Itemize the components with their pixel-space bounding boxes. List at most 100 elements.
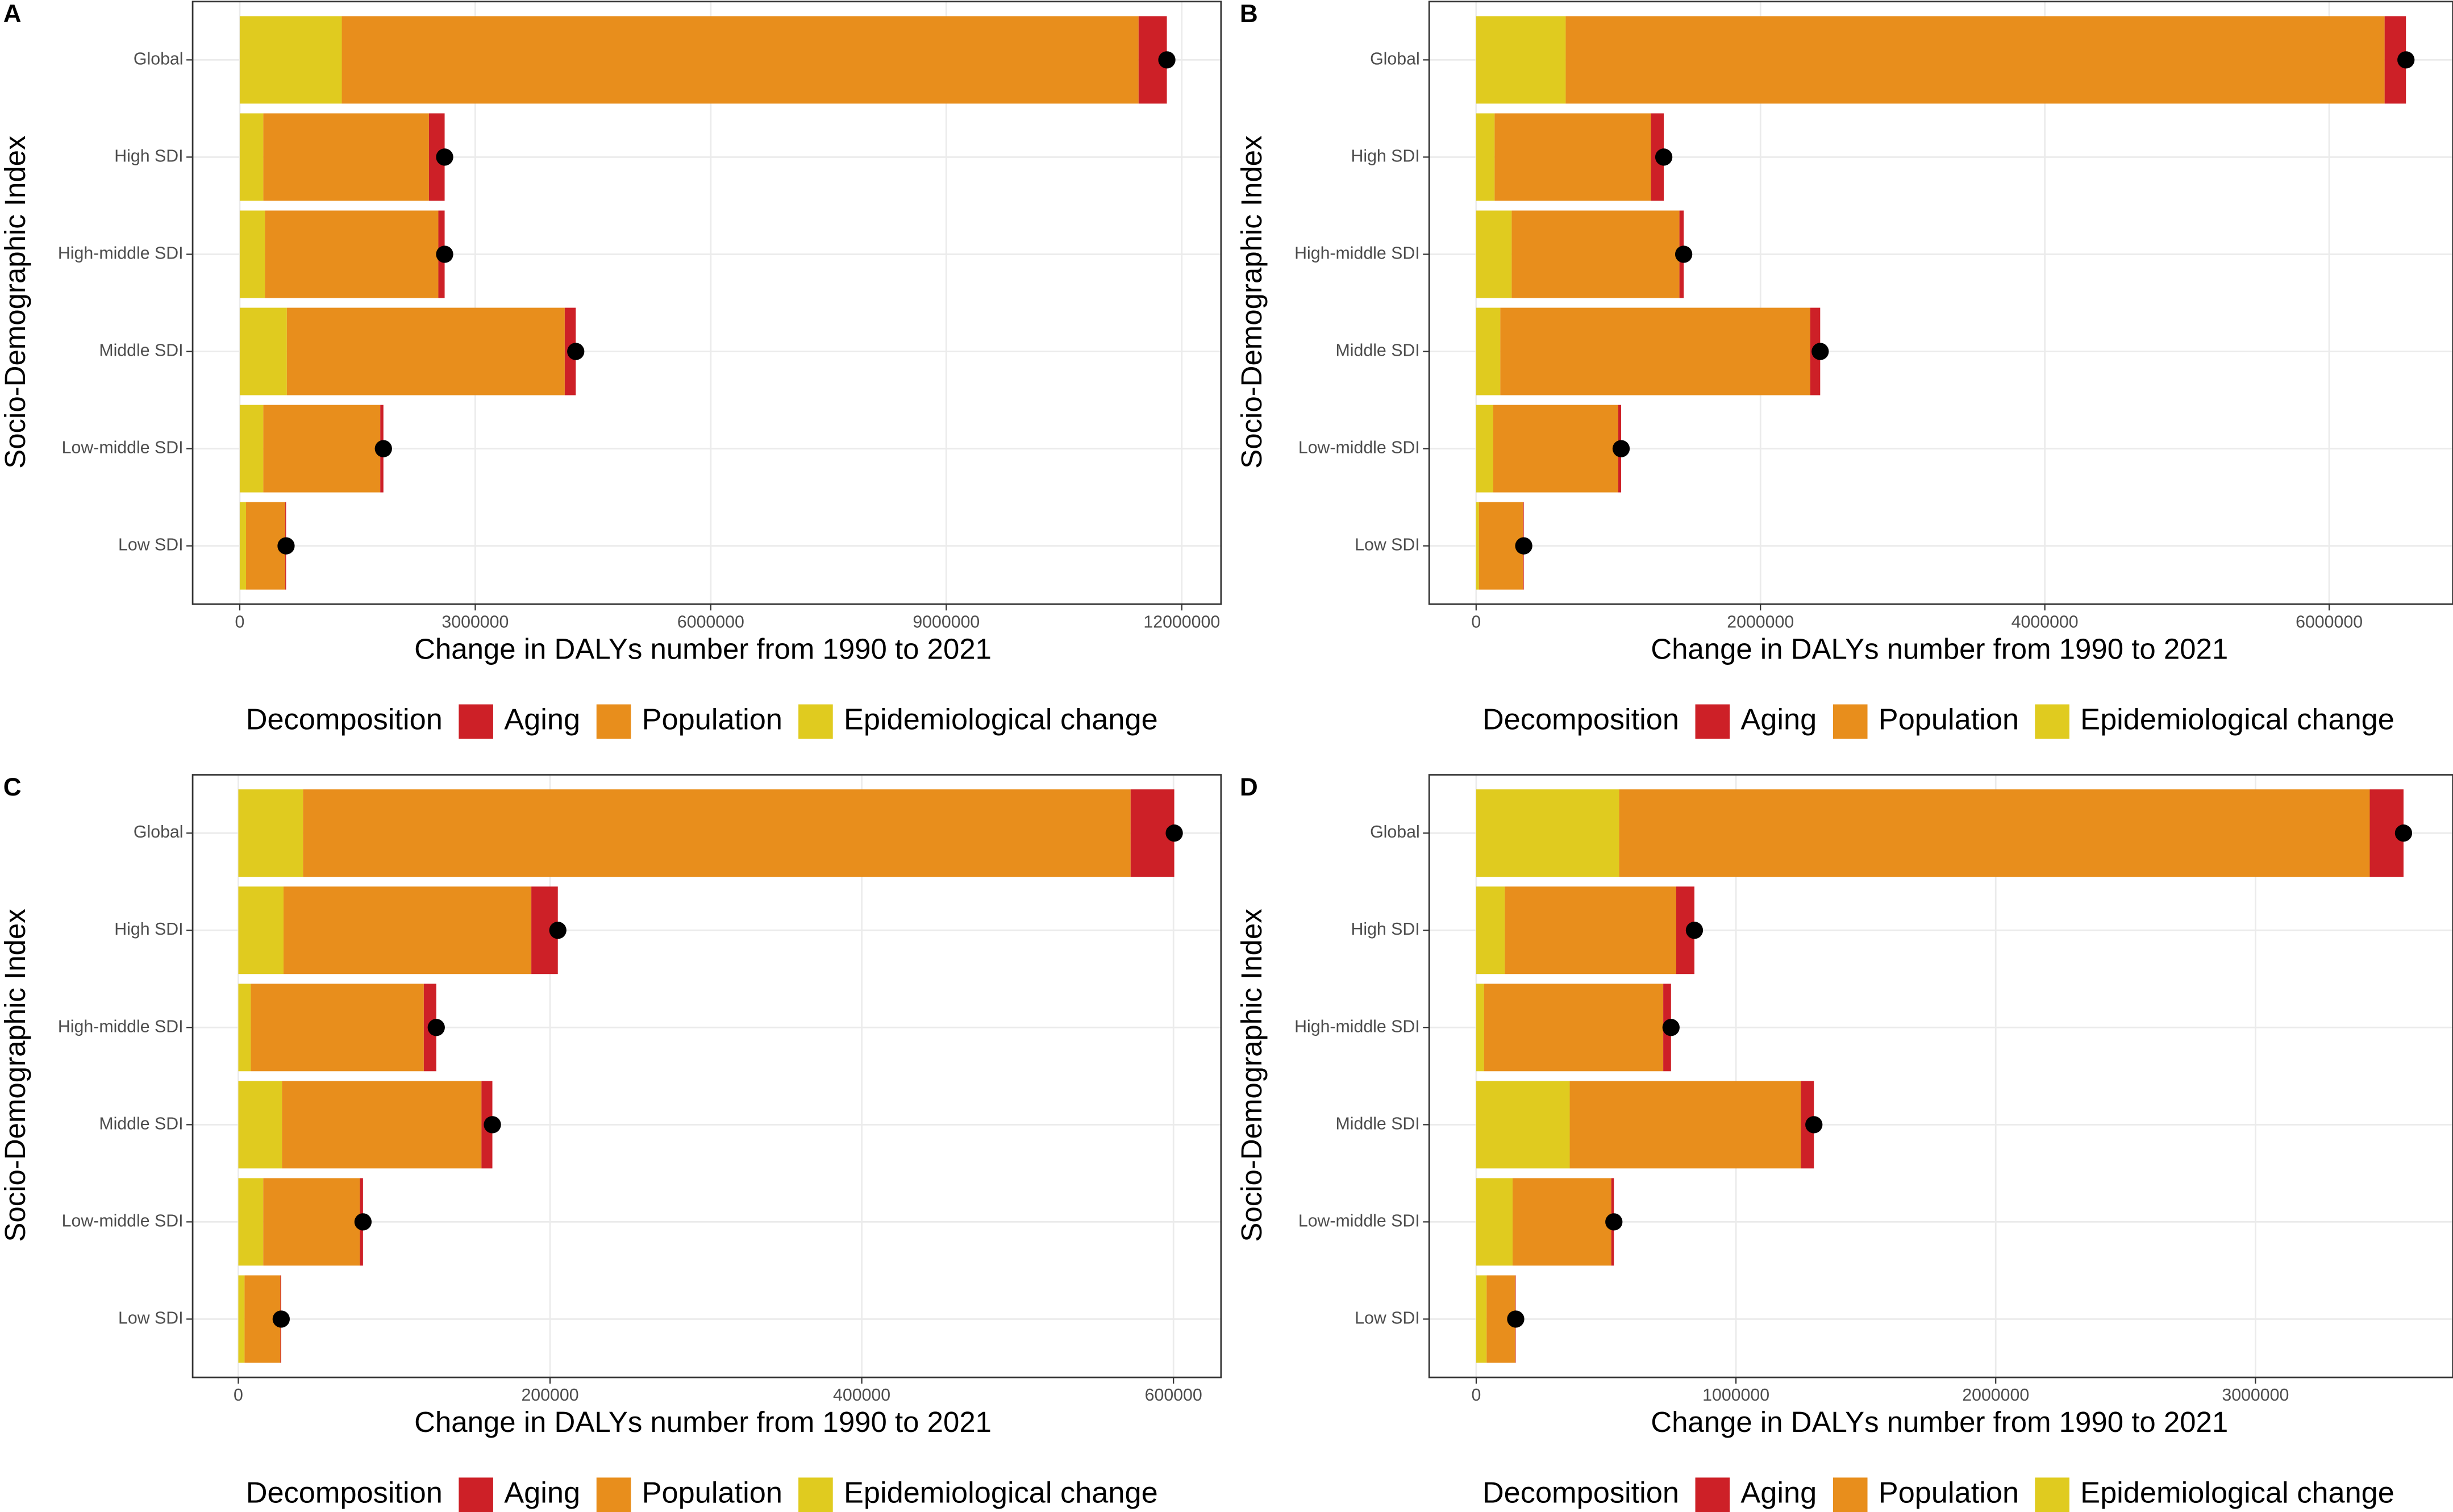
legend-swatch	[1695, 704, 1730, 739]
x-tick-label: 0	[1471, 613, 1481, 631]
y-axis-title: Socio-Demographic Index	[0, 136, 31, 469]
y-tick-label: Middle SDI	[1336, 341, 1420, 360]
total-dot	[1662, 1019, 1680, 1036]
y-tick-label: Low SDI	[118, 1309, 184, 1327]
legend-label: Aging	[1740, 1477, 1817, 1510]
total-dot	[272, 1310, 290, 1328]
bar-segment	[1505, 886, 1676, 974]
y-tick-label: High-middle SDI	[58, 1017, 184, 1036]
legend-swatch	[2035, 1477, 2069, 1512]
bar-segment	[1565, 16, 2385, 104]
bar-segment	[1476, 886, 1505, 974]
legend-title: Decomposition	[1482, 703, 1679, 736]
y-tick-label: Global	[1370, 49, 1420, 68]
legend-swatch	[596, 1477, 631, 1512]
bar-segment	[1476, 1178, 1513, 1266]
bar-segment	[239, 210, 265, 298]
legend-label: Population	[642, 1477, 782, 1510]
total-dot	[484, 1116, 501, 1134]
legend-swatch	[798, 1477, 833, 1512]
y-axis-title: Socio-Demographic Index	[0, 909, 31, 1242]
total-dot	[1675, 245, 1693, 263]
bar-segment	[1476, 16, 1566, 104]
x-tick-label: 0	[1472, 1386, 1481, 1405]
bar-segment	[1476, 984, 1484, 1072]
x-axis-title: Change in DALYs number from 1990 to 2021	[414, 1406, 992, 1438]
y-tick-label: Low SDI	[1355, 536, 1420, 555]
bar-segment	[1476, 307, 1501, 395]
x-tick-label: 2000000	[1962, 1386, 2029, 1405]
total-dot	[1811, 343, 1829, 360]
legend-swatch	[1833, 1477, 1868, 1512]
bar-segment	[1569, 1081, 1801, 1169]
y-tick-label: High-middle SDI	[1294, 244, 1420, 263]
total-dot	[1158, 51, 1176, 69]
bar-segment	[238, 789, 303, 877]
x-axis-title: Change in DALYs number from 1990 to 2021	[1651, 1406, 2228, 1438]
total-dot	[2394, 824, 2413, 842]
total-dot	[277, 537, 295, 555]
legend-label: Aging	[1740, 703, 1817, 736]
total-dot	[1612, 440, 1630, 457]
legend-title: Decomposition	[1482, 1477, 1679, 1510]
bar-segment	[341, 16, 1139, 104]
total-dot	[567, 343, 585, 360]
bar-segment	[239, 16, 342, 104]
panel-label: C	[3, 773, 22, 801]
bar-segment	[238, 1081, 282, 1169]
bar-segment	[239, 502, 246, 590]
panel-label: D	[1240, 773, 1258, 801]
total-dot	[427, 1019, 445, 1036]
bar-segment	[239, 405, 264, 493]
y-tick-label: Middle SDI	[1336, 1114, 1420, 1133]
y-tick-label: Low-middle SDI	[62, 1211, 184, 1230]
y-tick-label: Low SDI	[118, 536, 184, 555]
legend-label: Aging	[504, 1477, 580, 1510]
bar-segment	[238, 984, 251, 1072]
bar-segment	[263, 405, 381, 493]
y-tick-label: Low-middle SDI	[1298, 439, 1420, 457]
legend-swatch	[1833, 704, 1868, 739]
panel-label: A	[3, 0, 22, 28]
total-dot	[549, 922, 567, 939]
total-dot	[436, 245, 453, 263]
legend-label: Aging	[504, 703, 580, 736]
y-tick-label: Middle SDI	[99, 1114, 183, 1133]
total-dot	[2397, 51, 2415, 69]
total-dot	[374, 440, 392, 457]
total-dot	[1515, 537, 1532, 555]
bar-segment	[238, 1178, 264, 1266]
y-axis-title: Socio-Demographic Index	[1235, 909, 1268, 1242]
total-dot	[1655, 148, 1673, 166]
bar-segment	[283, 886, 532, 974]
y-tick-label: High-middle SDI	[58, 244, 184, 263]
x-axis-title: Change in DALYs number from 1990 to 2021	[414, 632, 992, 665]
x-tick-label: 3000000	[2222, 1386, 2289, 1405]
bar-segment	[1476, 113, 1495, 201]
x-tick-label: 3000000	[442, 613, 509, 631]
total-dot	[1805, 1116, 1823, 1134]
y-tick-label: Middle SDI	[99, 341, 183, 360]
bar-segment	[251, 984, 424, 1072]
bar-segment	[263, 113, 429, 201]
legend-swatch	[459, 704, 493, 739]
total-dot	[354, 1213, 372, 1231]
bar-segment	[1511, 210, 1680, 298]
panel: Global High SDI High-middle SDI Middle SDI L…	[1235, 0, 2453, 739]
total-dot	[1685, 922, 1704, 939]
x-tick-label: 6000000	[677, 613, 744, 631]
y-tick-label: Global	[134, 823, 184, 842]
legend-swatch	[596, 704, 631, 739]
y-tick-label: Low-middle SDI	[1298, 1211, 1420, 1230]
bar-segment	[1512, 1178, 1611, 1266]
x-tick-label: 1000000	[1702, 1386, 1769, 1405]
total-dot	[436, 148, 453, 166]
bar-segment	[265, 210, 439, 298]
panel: Global High SDI High-middle SDI Middle SDI L…	[1235, 773, 2453, 1512]
x-tick-label: 9000000	[913, 613, 980, 631]
legend-label: Population	[642, 703, 782, 736]
bar-segment	[239, 307, 287, 395]
plot-border	[191, 1, 1222, 605]
y-axis-title: Socio-Demographic Index	[1235, 136, 1268, 469]
y-tick-label: Low SDI	[1355, 1309, 1420, 1327]
